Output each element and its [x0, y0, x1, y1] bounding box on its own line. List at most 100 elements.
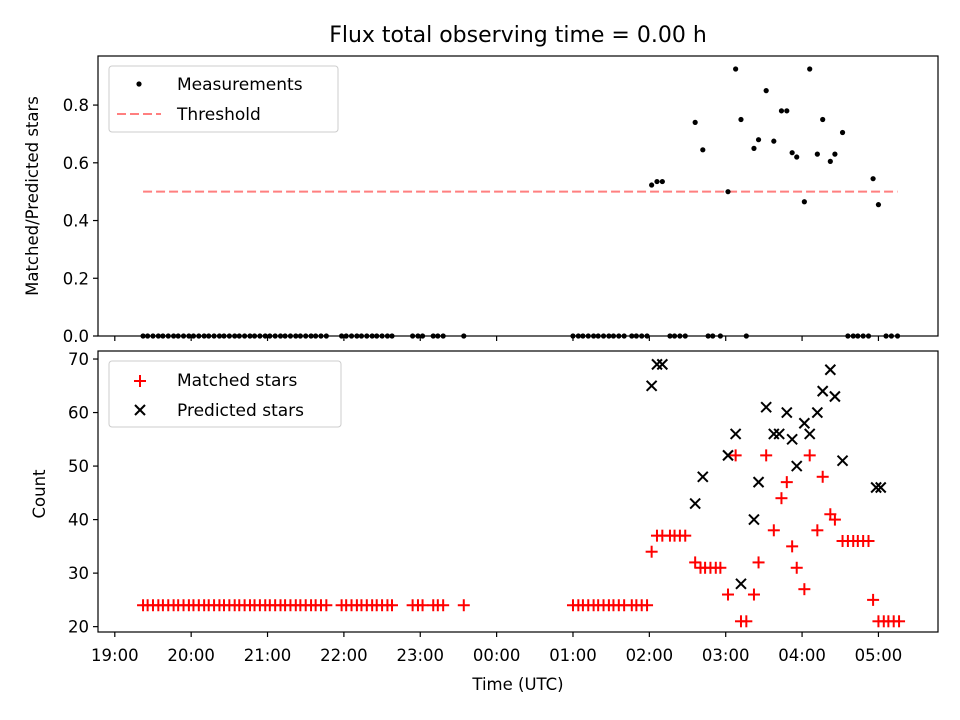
matched-star-point: [867, 593, 880, 606]
count-y-tick-label: 60: [68, 404, 89, 423]
predicted-star-point: [689, 497, 701, 510]
predicted-star-point: [645, 380, 658, 392]
ratio-marks: [140, 66, 901, 339]
predicted-star-point: [697, 471, 709, 483]
predicted-star-point: [870, 481, 882, 494]
measurement-point: [832, 151, 838, 157]
matched-star-point: [775, 492, 788, 505]
ratio-plot-frame: [97, 55, 939, 337]
matched-star-point: [437, 599, 450, 612]
matched-star-point: [457, 599, 470, 612]
predicted-star-point: [786, 433, 798, 446]
count-x-tick-label: 19:00: [91, 646, 139, 665]
count-y-axis-label: Count: [30, 469, 49, 519]
measurement-point: [700, 147, 706, 153]
chart-title: Flux total observing time = 0.00 h: [329, 23, 707, 48]
measurement-point: [807, 66, 813, 72]
matched-star-point: [828, 513, 841, 526]
count-x-tick-label: 05:00: [855, 646, 903, 665]
count-marks: [137, 358, 906, 628]
count-x-axis-label: Time (UTC): [471, 675, 563, 694]
predicted-star-point: [804, 428, 816, 440]
predicted-star-point: [875, 481, 887, 494]
measurement-point: [771, 138, 777, 144]
matched-star-point: [689, 556, 702, 569]
count-x-tick-label: 00:00: [473, 646, 521, 665]
measurement-point: [659, 178, 665, 185]
count-x-tick-label: 04:00: [778, 646, 826, 665]
count-x-tick-label: 23:00: [396, 646, 444, 665]
matched-star-point: [786, 540, 799, 553]
measurement-point: [738, 116, 744, 123]
count-y-ticks: 20 30 40 50 60 70: [68, 350, 98, 637]
count-x-tick-label: 22:00: [320, 646, 368, 665]
matched-star-point: [386, 599, 398, 612]
count-y-tick-label: 40: [68, 511, 89, 530]
count-y-tick-label: 70: [68, 350, 89, 369]
ratio-y-tick-label: 0.2: [63, 269, 89, 288]
measurement-point: [827, 158, 833, 164]
measurement-point: [789, 150, 795, 156]
matched-star-point: [760, 449, 773, 462]
ratio-y-tick-label: 0.8: [63, 96, 89, 115]
matched-star-point: [679, 529, 692, 542]
ratio-y-tick-label: 0.6: [63, 154, 89, 173]
matched-star-point: [747, 588, 760, 601]
legend-predicted-marker: [134, 404, 146, 416]
predicted-star-point: [729, 428, 742, 440]
count-panel: 20 30 40 50 60 70 19:00 20:00 21:00 22:00 23:00 00…: [30, 350, 939, 694]
predicted-star-point: [811, 406, 824, 419]
predicted-star-point: [773, 428, 785, 440]
count-y-tick-label: 50: [68, 457, 89, 476]
predicted-star-point: [824, 364, 837, 376]
measurement-point: [870, 176, 876, 182]
predicted-star-point: [781, 406, 793, 419]
ratio-legend-box: [108, 65, 339, 133]
matched-star-point: [780, 476, 793, 489]
measurement-point: [763, 88, 769, 94]
matched-star-point: [320, 599, 333, 612]
measurement-point: [654, 178, 660, 185]
count-x-tick-label: 03:00: [702, 646, 750, 665]
count-x-tick-label: 02:00: [626, 646, 674, 665]
predicted-star-point: [816, 385, 829, 397]
matched-star-point: [803, 449, 816, 462]
count-x-tick-label: 01:00: [549, 646, 597, 665]
count-legend-box: [108, 360, 342, 428]
ratio-y-axis-label: Matched/Predicted stars: [23, 96, 42, 296]
count-y-tick-label: 30: [68, 564, 89, 583]
legend-measurements-marker: [136, 81, 142, 87]
matched-star-point: [893, 615, 906, 628]
ratio-panel: Flux total observing time = 0.00 h 0.00.…: [23, 23, 939, 346]
legend-matched-marker: [134, 375, 146, 387]
matched-star-point: [790, 561, 803, 574]
measurement-point: [755, 137, 762, 143]
matched-star-point: [811, 524, 824, 537]
count-x-tick-label: 20:00: [167, 646, 215, 665]
count-y-tick-label: 20: [68, 618, 89, 637]
predicted-star-point: [656, 358, 669, 371]
count-x-tick-label: 21:00: [244, 646, 292, 665]
matched-star-point: [714, 561, 727, 574]
matched-star-point: [798, 583, 811, 596]
legend-matched-label: Matched stars: [177, 371, 297, 391]
legend-measurements-label: Measurements: [177, 75, 303, 95]
predicted-star-point: [735, 578, 747, 590]
matched-star-point: [740, 615, 753, 628]
predicted-star-point: [836, 455, 849, 467]
predicted-star-point: [748, 513, 760, 526]
matched-star-point: [729, 449, 742, 462]
measurement-point: [751, 145, 757, 151]
matched-star-point: [767, 524, 780, 537]
matched-star-point: [752, 556, 765, 569]
measurement-point: [692, 119, 698, 125]
matched-star-point: [862, 535, 875, 548]
predicted-star-point: [752, 476, 765, 488]
measurement-point: [778, 108, 785, 114]
measurement-point: [839, 129, 846, 136]
measurement-point: [794, 154, 800, 160]
count-legend: Matched stars Predicted stars: [108, 360, 342, 428]
ratio-y-ticks: 0.0 0.2 0.4 0.6 0.8: [63, 96, 98, 346]
legend-threshold-label: Threshold: [176, 105, 261, 125]
